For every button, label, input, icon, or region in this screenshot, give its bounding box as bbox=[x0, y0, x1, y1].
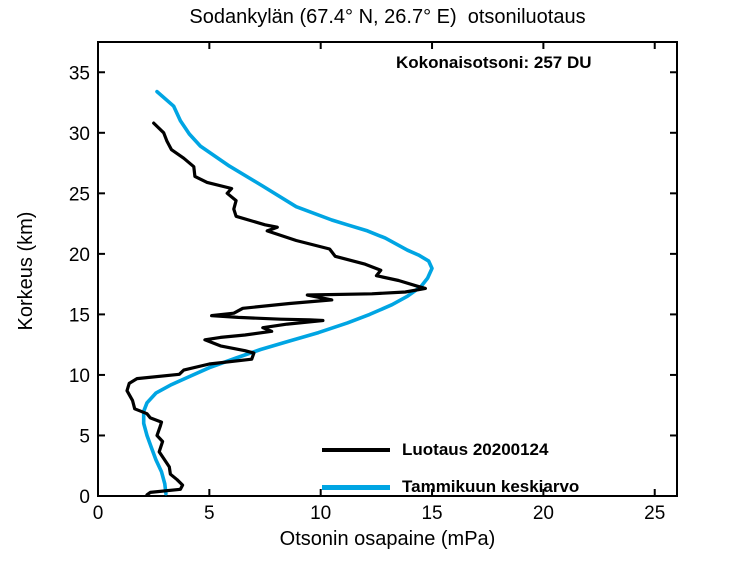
y-tick-label: 0 bbox=[79, 487, 90, 508]
legend-item-mean: Tammikuun keskiarvo bbox=[322, 477, 579, 497]
y-tick-label: 25 bbox=[69, 184, 90, 205]
legend-item-sounding: Luotaus 20200124 bbox=[322, 440, 548, 460]
y-axis-label: Korkeus (km) bbox=[15, 211, 37, 331]
y-tick-label: 5 bbox=[79, 426, 90, 447]
mean-line-swatch bbox=[322, 484, 390, 490]
y-tick-label: 35 bbox=[69, 63, 90, 84]
sounding-line-swatch bbox=[322, 448, 390, 452]
series-line-mean bbox=[141, 89, 434, 496]
legend-label-sounding: Luotaus 20200124 bbox=[402, 440, 549, 459]
x-tick-label: 25 bbox=[644, 503, 665, 524]
x-tick-label: 0 bbox=[93, 503, 104, 524]
series-line-sounding bbox=[125, 121, 427, 497]
x-tick-label: 15 bbox=[421, 503, 442, 524]
y-tick-label: 20 bbox=[69, 245, 90, 266]
y-tick-label: 15 bbox=[69, 305, 90, 326]
x-tick-label: 20 bbox=[533, 503, 554, 524]
x-tick-label: 10 bbox=[310, 503, 331, 524]
x-axis-label: Otsonin osapaine (mPa) bbox=[279, 528, 496, 550]
chart-title: Sodankylän (67.4° N, 26.7° E) otsoniluot… bbox=[189, 6, 586, 28]
total-ozone-annotation: Kokonaisotsoni: 257 DU bbox=[396, 53, 592, 72]
y-tick-label: 10 bbox=[69, 366, 90, 387]
x-tick-label: 5 bbox=[204, 503, 215, 524]
y-tick-label: 30 bbox=[69, 124, 90, 145]
axes-box bbox=[97, 41, 678, 497]
legend-label-mean: Tammikuun keskiarvo bbox=[402, 477, 580, 496]
